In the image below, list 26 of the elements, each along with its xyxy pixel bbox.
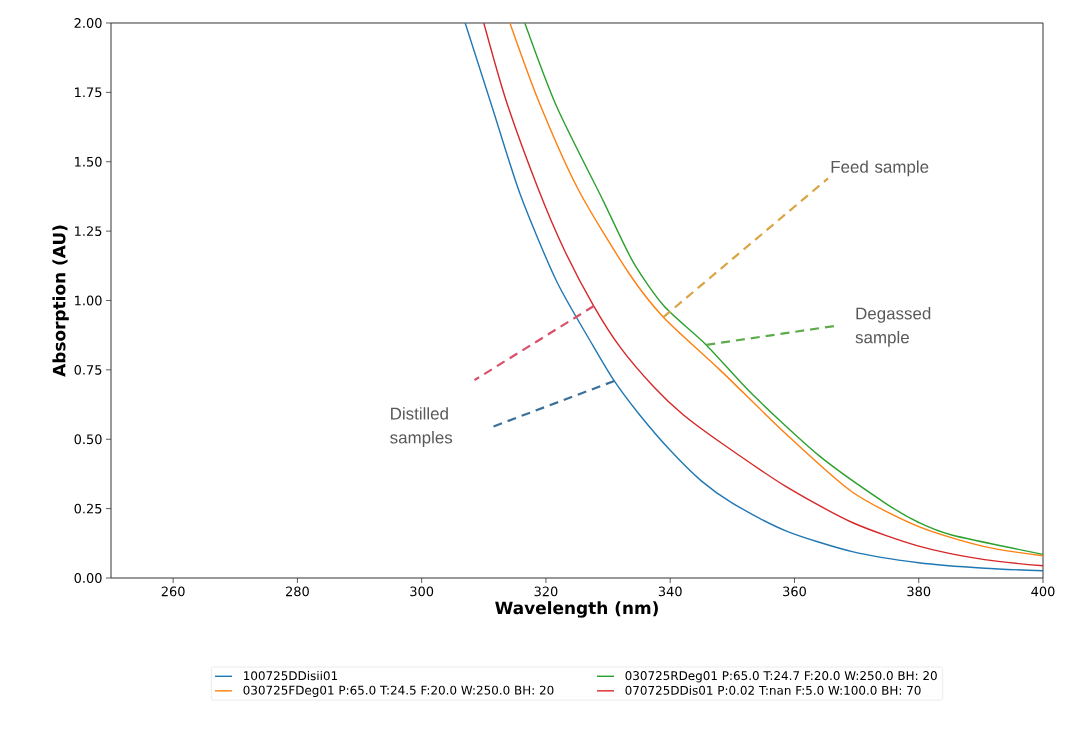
- y-tick-label: 1.00: [75, 295, 102, 306]
- legend-label: 100725DDisii01: [244, 670, 338, 681]
- y-tick-label: 1.75: [75, 87, 102, 98]
- annotation: Feed sample: [831, 160, 929, 177]
- y-tick-label: 0.75: [74, 364, 102, 375]
- legend-label: 070725DDis01 P:0.02 T:nan F:5.0 W:100.0 BH: 70: [625, 685, 921, 695]
- y-tick-label: 1.25: [75, 226, 102, 237]
- x-tick-label: 260: [161, 586, 185, 597]
- y-tick-label: 0.25: [74, 503, 102, 514]
- y-axis-title: Absorption (AU): [52, 225, 69, 377]
- legend-label: 030725RDeg01 P:65.0 T:24.7 F:20.0 W:250.0 BH: 20: [625, 671, 937, 683]
- annotation: Degassed sample: [855, 307, 931, 347]
- y-tick-label: 0.50: [74, 434, 102, 445]
- x-tick-label: 340: [658, 586, 682, 597]
- y-tick-label: 2.00: [74, 18, 102, 28]
- x-tick-label: 300: [410, 586, 434, 597]
- x-tick-label: 400: [1031, 586, 1055, 597]
- x-axis-title: Wavelength (nm): [495, 601, 658, 618]
- x-tick-label: 380: [907, 586, 931, 597]
- x-tick-label: 360: [783, 586, 806, 597]
- legend-label: 030725FDeg01 P:65.0 T:24.5 F:20.0 W:250.0 BH: 20: [243, 685, 554, 698]
- y-tick-label: 0.00: [74, 573, 102, 583]
- x-tick-label: 280: [286, 586, 309, 597]
- x-tick-label: 320: [534, 586, 558, 597]
- y-tick-label: 1.50: [75, 156, 102, 167]
- annotation: Distilled samples: [390, 407, 453, 447]
